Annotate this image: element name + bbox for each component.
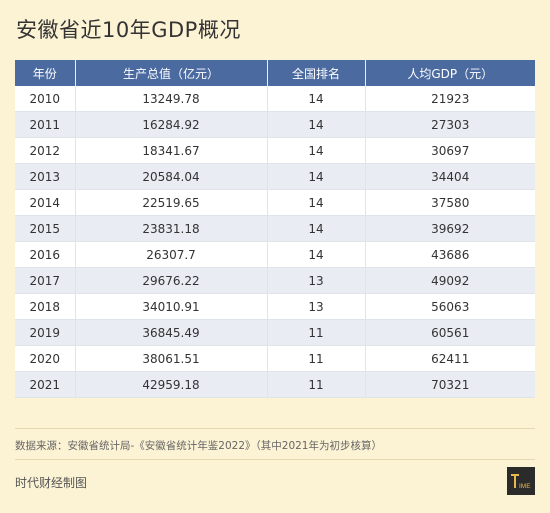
cell-gdp-per-capita: 60561 <box>365 319 535 346</box>
header-gdp-per-capita: 人均GDP（元） <box>365 60 535 86</box>
cell-gdp: 26307.7 <box>75 241 268 268</box>
cell-rank: 11 <box>267 345 366 372</box>
cell-gdp: 38061.51 <box>75 345 268 372</box>
divider <box>15 459 535 460</box>
cell-year: 2019 <box>15 319 76 346</box>
divider <box>15 428 535 429</box>
cell-gdp-per-capita: 27303 <box>365 111 535 138</box>
svg-text:IME: IME <box>519 483 531 490</box>
cell-gdp: 16284.92 <box>75 111 268 138</box>
cell-gdp: 29676.22 <box>75 267 268 294</box>
table-row: 2015 23831.18 14 39692 <box>15 215 535 242</box>
cell-gdp-per-capita: 70321 <box>365 371 535 398</box>
table-row: 2021 42959.18 11 70321 <box>15 371 535 398</box>
cell-rank: 14 <box>267 241 366 268</box>
cell-rank: 13 <box>267 267 366 294</box>
cell-year: 2016 <box>15 241 76 268</box>
cell-rank: 14 <box>267 215 366 242</box>
cell-rank: 14 <box>267 86 366 112</box>
cell-year: 2010 <box>15 86 76 112</box>
time-logo-icon: IME <box>507 467 535 495</box>
cell-gdp: 13249.78 <box>75 86 268 112</box>
cell-gdp: 34010.91 <box>75 293 268 320</box>
table-row: 2019 36845.49 11 60561 <box>15 319 535 346</box>
table-row: 2011 16284.92 14 27303 <box>15 111 535 138</box>
cell-gdp: 36845.49 <box>75 319 268 346</box>
cell-gdp-per-capita: 21923 <box>365 86 535 112</box>
cell-year: 2014 <box>15 189 76 216</box>
header-year: 年份 <box>15 60 76 86</box>
cell-year: 2012 <box>15 137 76 164</box>
chart-credit: 时代财经制图 <box>15 476 88 490</box>
time-logo-icon: IME <box>511 474 531 490</box>
page-title: 安徽省近10年GDP概况 <box>16 18 241 42</box>
cell-gdp: 42959.18 <box>75 371 268 398</box>
cell-gdp-per-capita: 49092 <box>365 267 535 294</box>
cell-gdp-per-capita: 30697 <box>365 137 535 164</box>
cell-gdp-per-capita: 37580 <box>365 189 535 216</box>
data-source-note: 数据来源：安徽省统计局-《安徽省统计年鉴2022》（其中2021年为初步核算） <box>15 440 382 452</box>
cell-gdp: 18341.67 <box>75 137 268 164</box>
cell-rank: 11 <box>267 319 366 346</box>
header-gdp: 生产总值（亿元） <box>75 60 268 86</box>
cell-year: 2015 <box>15 215 76 242</box>
cell-gdp: 20584.04 <box>75 163 268 190</box>
cell-rank: 14 <box>267 111 366 138</box>
cell-gdp-per-capita: 34404 <box>365 163 535 190</box>
cell-rank: 13 <box>267 293 366 320</box>
cell-gdp-per-capita: 39692 <box>365 215 535 242</box>
cell-rank: 14 <box>267 189 366 216</box>
table-row: 2016 26307.7 14 43686 <box>15 241 535 268</box>
cell-rank: 14 <box>267 163 366 190</box>
cell-gdp-per-capita: 62411 <box>365 345 535 372</box>
cell-year: 2013 <box>15 163 76 190</box>
cell-gdp: 23831.18 <box>75 215 268 242</box>
table-row: 2018 34010.91 13 56063 <box>15 293 535 320</box>
table-row: 2013 20584.04 14 34404 <box>15 163 535 190</box>
cell-year: 2011 <box>15 111 76 138</box>
cell-year: 2020 <box>15 345 76 372</box>
table-header-row: 年份 生产总值（亿元） 全国排名 人均GDP（元） <box>15 60 535 86</box>
cell-year: 2018 <box>15 293 76 320</box>
table-row: 2017 29676.22 13 49092 <box>15 267 535 294</box>
cell-rank: 14 <box>267 137 366 164</box>
table-row: 2010 13249.78 14 21923 <box>15 86 535 112</box>
gdp-table: 年份 生产总值（亿元） 全国排名 人均GDP（元） 2010 13249.78 … <box>15 60 535 398</box>
cell-year: 2017 <box>15 267 76 294</box>
cell-gdp: 22519.65 <box>75 189 268 216</box>
header-rank: 全国排名 <box>267 60 366 86</box>
table-row: 2014 22519.65 14 37580 <box>15 189 535 216</box>
table-row: 2020 38061.51 11 62411 <box>15 345 535 372</box>
cell-year: 2021 <box>15 371 76 398</box>
table-row: 2012 18341.67 14 30697 <box>15 137 535 164</box>
cell-gdp-per-capita: 56063 <box>365 293 535 320</box>
cell-gdp-per-capita: 43686 <box>365 241 535 268</box>
cell-rank: 11 <box>267 371 366 398</box>
